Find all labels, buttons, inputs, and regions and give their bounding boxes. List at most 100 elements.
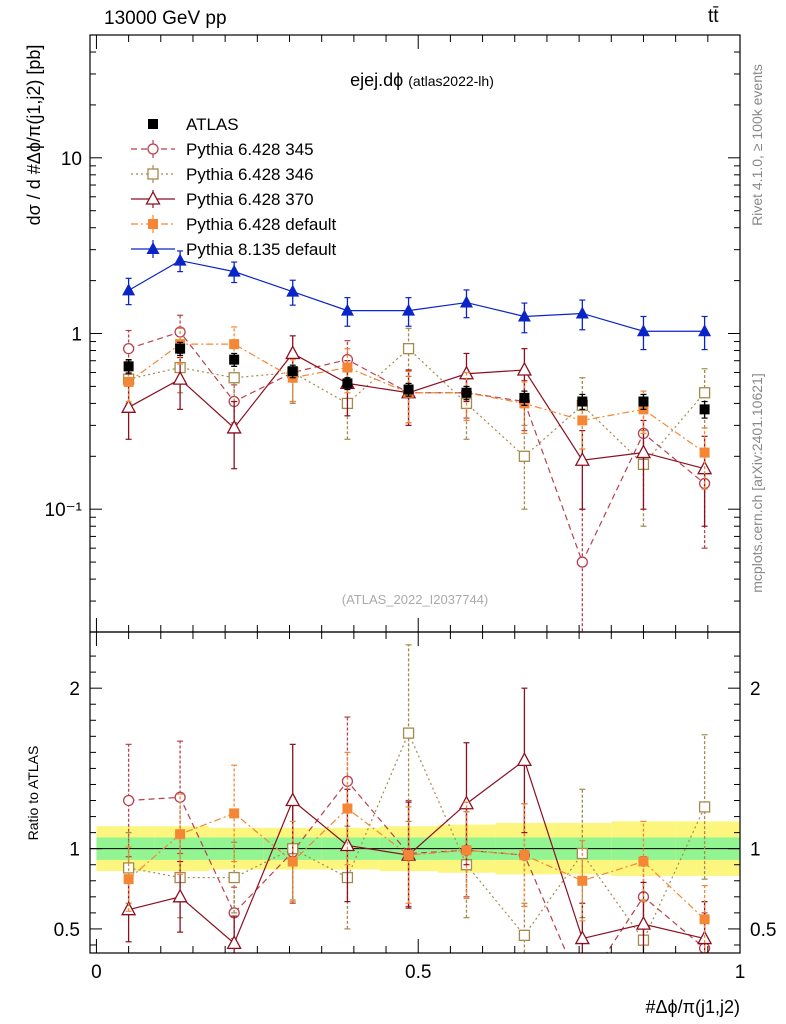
analysis-id: (ATLAS_2022_I2037744) <box>342 592 488 607</box>
main-point-pythia-6-428-370 <box>121 398 137 413</box>
main-point-pythia-8-135-default <box>227 264 241 277</box>
main-point-pythia-6-428-370 <box>172 370 188 385</box>
main-point-pythia-8-135-default <box>636 324 650 337</box>
legend-marker-pythia-6-428-default <box>148 219 158 229</box>
main-point-pythia-6-428-default <box>577 415 588 426</box>
ratio-point-pythia-6-428-default <box>638 856 649 867</box>
ratio-point-pythia-6-428-default <box>175 829 186 840</box>
ratio-point-pythia-6-428-346 <box>518 929 531 941</box>
main-point-atlas <box>577 396 588 407</box>
main-point-atlas <box>287 366 298 377</box>
main-point-atlas <box>342 378 353 389</box>
main-point-pythia-6-428-370 <box>516 361 532 376</box>
ratio-point-pythia-6-428-346 <box>402 727 415 739</box>
ratio-point-pythia-6-428-346 <box>228 871 240 884</box>
rivet-version-label: Rivet 4.1.0, ≥ 100k events <box>749 64 765 226</box>
ratio-point-pythia-6-428-346 <box>698 801 711 813</box>
main-point-atlas <box>519 392 530 403</box>
ratio-point-pythia-6-428-345 <box>122 794 135 807</box>
main-point-atlas <box>123 361 134 372</box>
main-point-atlas <box>403 384 414 395</box>
legend-label-pythia-8-135-default: Pythia 8.135 default <box>186 240 337 259</box>
main-point-pythia-6-428-345 <box>122 342 135 355</box>
main-point-atlas <box>229 354 240 365</box>
legend-label-pythia-6-428-370: Pythia 6.428 370 <box>186 190 314 209</box>
legend-label-pythia-6-428-345: Pythia 6.428 345 <box>186 140 314 159</box>
main-point-pythia-8-135-default <box>698 324 712 337</box>
ratio-series-markers <box>121 644 713 995</box>
legend-marker-pythia-6-428-346 <box>147 168 159 180</box>
main-point-pythia-8-135-default <box>173 253 187 266</box>
ratio-point-pythia-6-428-default <box>403 850 414 861</box>
legend-label-pythia-6-428-default: Pythia 6.428 default <box>186 215 337 234</box>
legend-label-pythia-6-428-346: Pythia 6.428 346 <box>186 165 314 184</box>
x-tick-label: 0 <box>91 962 102 983</box>
y-tick-label-ratio-right: 2 <box>750 679 761 700</box>
main-point-pythia-6-428-345 <box>576 556 588 568</box>
main-line-pythia-6-428-346 <box>128 347 706 466</box>
main-point-pythia-6-428-default <box>699 447 710 458</box>
ratio-point-pythia-6-428-370 <box>172 888 188 903</box>
y-tick-label-main: 1 <box>71 325 82 346</box>
y-tick-label-ratio-right: 1 <box>750 840 761 861</box>
header-final-state: tt̄ <box>708 6 719 27</box>
main-point-atlas <box>175 343 186 354</box>
main-point-pythia-6-428-370 <box>635 444 652 459</box>
legend-marker-atlas <box>148 119 158 129</box>
main-point-pythia-6-428-370 <box>574 451 590 466</box>
main-point-atlas <box>638 396 649 407</box>
y-tick-label-ratio: 0.5 <box>54 920 80 941</box>
y-tick-label-ratio: 2 <box>69 679 80 700</box>
main-line-pythia-6-428-default <box>128 343 705 454</box>
main-point-pythia-8-135-default <box>575 306 589 319</box>
main-line-pythia-6-428-370 <box>128 352 705 470</box>
mcplots-credit-label: mcplots.cern.ch [arXiv:2401.10621] <box>749 373 765 592</box>
ratio-point-pythia-6-428-345 <box>341 775 354 787</box>
main-point-pythia-6-428-346 <box>698 387 711 399</box>
main-point-pythia-6-428-default <box>123 376 134 387</box>
y-axis-label-main: dσ / d #Δϕ/π(j1,j2) [pb] <box>24 45 44 226</box>
main-point-pythia-6-428-default <box>229 339 240 350</box>
x-tick-label: 1 <box>735 962 746 983</box>
main-point-pythia-6-428-346 <box>518 450 531 462</box>
y-tick-label-main: 10⁻¹ <box>45 500 83 521</box>
ratio-point-pythia-6-428-345 <box>577 985 587 995</box>
x-axis-label: #Δϕ/π(j1,j2) <box>645 997 740 1017</box>
ratio-point-pythia-6-428-default <box>699 914 710 925</box>
main-point-pythia-8-135-default <box>459 295 473 308</box>
ratio-point-pythia-6-428-default <box>461 845 472 856</box>
main-line-pythia-8-135-default <box>128 259 705 332</box>
ratio-point-pythia-6-428-370 <box>516 752 532 767</box>
legend: ATLAS Pythia 6.428 345 Pythia 6.428 346 Pyt… <box>131 115 337 259</box>
y-tick-label-ratio-right: 0.5 <box>750 920 776 941</box>
main-point-pythia-8-135-default <box>402 303 416 316</box>
legend-marker-pythia-8-135-default <box>146 242 160 254</box>
ratio-point-pythia-6-428-370 <box>226 935 242 950</box>
legend-marker-pythia-6-428-370 <box>145 190 161 205</box>
ratio-point-pythia-6-428-default <box>342 803 353 814</box>
ratio-point-pythia-6-428-default <box>229 808 240 819</box>
ratio-point-pythia-6-428-370 <box>285 792 301 807</box>
ratio-point-pythia-6-428-default <box>519 850 530 861</box>
y-tick-label-main: 10 <box>61 149 82 170</box>
main-point-pythia-8-135-default <box>286 284 300 297</box>
legend-label-atlas: ATLAS <box>186 115 239 134</box>
header-process: 13000 GeV pp <box>104 8 227 29</box>
ratio-point-pythia-6-428-default <box>123 874 134 885</box>
main-point-pythia-6-428-370 <box>226 419 242 434</box>
main-point-pythia-8-135-default <box>517 309 531 322</box>
main-point-pythia-6-428-370 <box>285 345 301 360</box>
ratio-frame <box>89 631 741 954</box>
main-series-markers <box>121 250 713 632</box>
ratio-point-pythia-6-428-default <box>287 856 298 867</box>
main-series-lines <box>128 259 706 564</box>
main-point-pythia-6-428-default <box>342 362 353 373</box>
ratio-point-pythia-6-428-370 <box>574 930 590 945</box>
main-point-atlas <box>461 387 472 398</box>
x-tick-label: 0.5 <box>405 962 431 983</box>
main-point-atlas <box>699 404 710 415</box>
main-point-pythia-6-428-346 <box>402 342 415 355</box>
legend-marker-pythia-6-428-345 <box>147 143 159 155</box>
